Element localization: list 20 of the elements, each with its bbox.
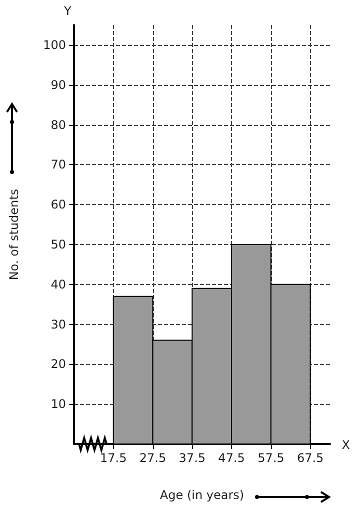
- y-tick-label: 100: [43, 38, 66, 52]
- text: X: [342, 438, 350, 452]
- x-tick-label: 37.5: [178, 451, 206, 465]
- y-tick-label: 70: [50, 158, 66, 172]
- x-tick-label: 47.5: [218, 451, 245, 465]
- y-tick-label: 40: [50, 277, 66, 292]
- x-tick-label: 67.5: [296, 451, 324, 465]
- x-tick-label: 57.5: [258, 451, 284, 465]
- text: Y: [63, 4, 72, 18]
- y-tick-label: 30: [50, 317, 66, 332]
- y-tick-label: 60: [50, 198, 66, 212]
- y-axis-title: No. of students: [7, 188, 21, 280]
- y-tick-label: 90: [50, 78, 66, 92]
- y-tick-label: 20: [50, 357, 66, 372]
- y-tick-label: 80: [50, 118, 66, 132]
- x-tick-label: 27.5: [139, 451, 166, 465]
- y-tick-label: 50: [50, 237, 66, 252]
- x-tick-label: 17.5: [100, 451, 127, 465]
- x-axis-title: Age (in years): [160, 488, 244, 502]
- y-tick-label: 10: [50, 397, 66, 412]
